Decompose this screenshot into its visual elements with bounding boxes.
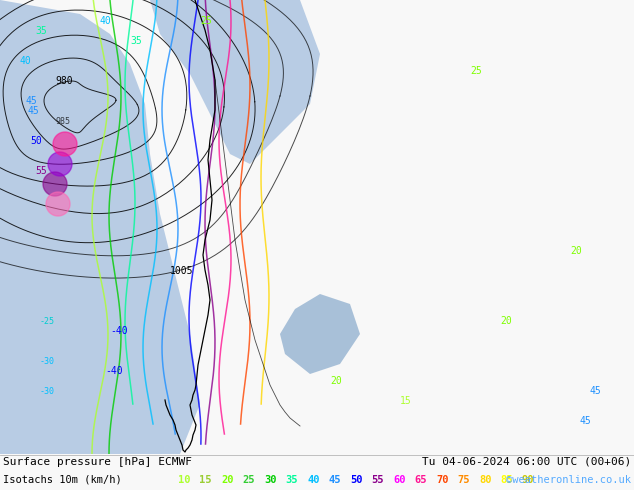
Circle shape — [53, 132, 77, 156]
Text: 10: 10 — [178, 475, 190, 485]
Text: 70: 70 — [436, 475, 448, 485]
Text: 40: 40 — [20, 56, 32, 66]
Text: 25: 25 — [242, 475, 255, 485]
Text: 35: 35 — [35, 26, 47, 36]
Text: 35: 35 — [130, 36, 142, 46]
Text: 20: 20 — [330, 376, 342, 386]
Text: 45: 45 — [28, 106, 40, 116]
Text: 40: 40 — [100, 16, 112, 26]
Text: ©weatheronline.co.uk: ©weatheronline.co.uk — [506, 475, 631, 485]
Text: Surface pressure [hPa] ECMWF: Surface pressure [hPa] ECMWF — [3, 457, 192, 467]
Text: -25: -25 — [40, 317, 55, 326]
Text: 20: 20 — [500, 316, 512, 326]
Text: 25: 25 — [200, 16, 212, 26]
Circle shape — [43, 172, 67, 196]
Text: 90: 90 — [522, 475, 534, 485]
Circle shape — [48, 152, 72, 176]
Text: -30: -30 — [40, 357, 55, 366]
Text: 40: 40 — [307, 475, 320, 485]
Text: 45: 45 — [580, 416, 592, 426]
Text: Isotachs 10m (km/h): Isotachs 10m (km/h) — [3, 475, 122, 485]
Text: 80: 80 — [479, 475, 491, 485]
Text: 1005: 1005 — [170, 266, 193, 276]
Text: 35: 35 — [285, 475, 298, 485]
Polygon shape — [280, 294, 360, 374]
Text: 980: 980 — [55, 76, 73, 86]
Text: 985: 985 — [55, 117, 70, 126]
Text: 20: 20 — [570, 246, 582, 256]
Text: 15: 15 — [400, 396, 411, 406]
Text: 50: 50 — [350, 475, 363, 485]
Text: 55: 55 — [35, 166, 47, 176]
Text: -40: -40 — [105, 366, 122, 376]
Text: 20: 20 — [221, 475, 233, 485]
Polygon shape — [0, 0, 200, 454]
Text: 45: 45 — [328, 475, 341, 485]
Text: 45: 45 — [25, 96, 37, 106]
Text: 15: 15 — [200, 475, 212, 485]
Text: 85: 85 — [500, 475, 513, 485]
Text: 30: 30 — [264, 475, 276, 485]
Text: 55: 55 — [372, 475, 384, 485]
Text: 50: 50 — [30, 136, 42, 146]
Circle shape — [46, 192, 70, 216]
Text: Tu 04-06-2024 06:00 UTC (00+06): Tu 04-06-2024 06:00 UTC (00+06) — [422, 457, 631, 467]
Text: 65: 65 — [415, 475, 427, 485]
Text: -30: -30 — [40, 387, 55, 396]
Text: 25: 25 — [470, 66, 482, 76]
Polygon shape — [150, 0, 320, 164]
Text: 60: 60 — [393, 475, 406, 485]
Text: 75: 75 — [458, 475, 470, 485]
Text: -40: -40 — [110, 326, 127, 336]
Text: 45: 45 — [590, 386, 602, 396]
